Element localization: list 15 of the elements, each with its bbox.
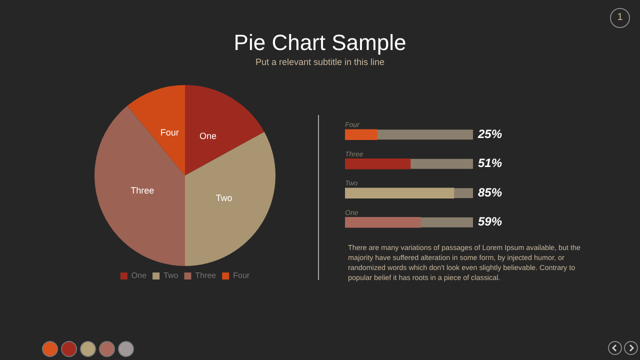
- slice-label: One: [200, 131, 217, 142]
- text: Put a relevant subtitle in this line: [254, 57, 386, 67]
- slice-label: Two: [216, 193, 232, 204]
- slice-label: Four: [160, 127, 179, 138]
- text: Pie Chart Sample: [232, 30, 408, 56]
- legend-label: Three: [195, 271, 217, 280]
- legend-label: Two: [164, 271, 179, 280]
- data-label: 25%: [477, 126, 502, 141]
- data-label: 59%: [478, 214, 502, 229]
- legend-label: Four: [233, 271, 250, 280]
- slice-label: Three: [130, 185, 154, 196]
- data-label: 51%: [478, 156, 502, 170]
- legend-label: One: [131, 271, 148, 280]
- data-label: 85%: [478, 185, 502, 200]
- text: 1: [610, 8, 630, 28]
